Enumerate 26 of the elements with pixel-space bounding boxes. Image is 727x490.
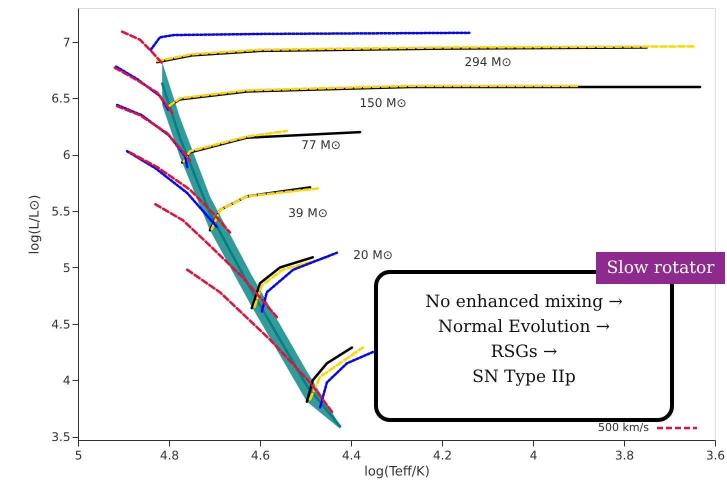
x-tick-label: 4.4 [342,448,362,462]
x-tick-label: 3.6 [706,448,726,462]
y-tick-label: 6 [62,148,70,162]
annotation: 294 M⊙ [464,55,512,69]
y-tick-label: 7 [62,35,70,50]
x-tick-label: 4.2 [432,448,452,462]
x-tick-label: 3.8 [614,448,634,462]
x-axis-title: log(Teff/K) [364,464,430,480]
annotation: No enhanced mixing → Normal Evolution → RSGs → SN Type IIp [425,292,623,387]
y-axis-title: log(L/L⊙) [27,194,42,254]
y-tick-label: 6.5 [51,92,70,106]
x-tick-label: 4.6 [250,448,270,462]
y-tick-label: 5.5 [51,204,70,219]
annotation: 77 M⊙ [301,138,341,152]
annotation: 20 M⊙ [353,248,393,262]
y-tick-label: 4.5 [51,317,70,332]
x-tick-label: 4.8 [160,448,180,462]
x-tick-label: 5 [74,448,82,462]
legend-label: 500 km/s [598,421,650,434]
y-tick-label: 3.5 [51,430,70,444]
annotation: Slow rotator [606,258,716,278]
y-tick-label: 4 [62,374,70,388]
y-tick-label: 5 [62,260,70,275]
annotation: 150 M⊙ [359,96,407,110]
annotation: 39 M⊙ [288,206,328,220]
x-tick-label: 4 [530,448,538,462]
